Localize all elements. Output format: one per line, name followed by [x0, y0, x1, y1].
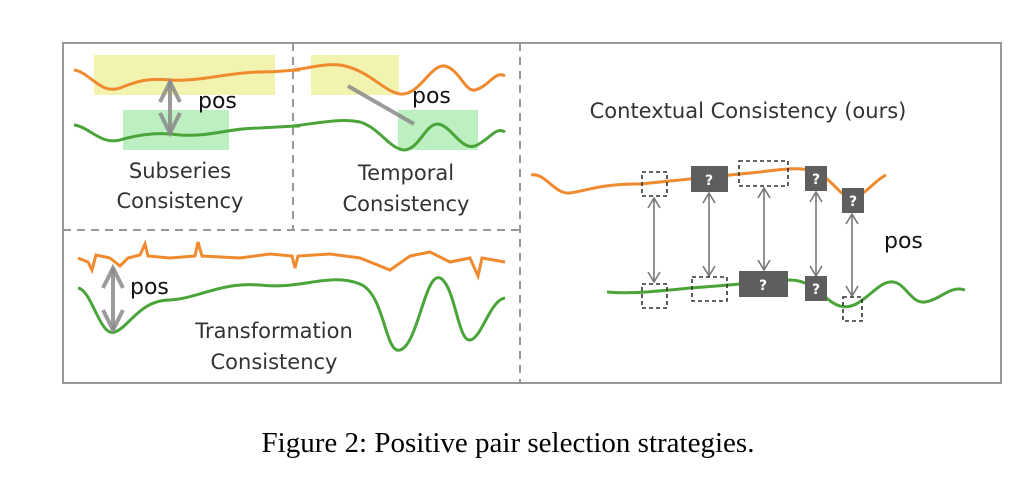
- svg-text:?: ?: [705, 173, 713, 189]
- dashed-window: [691, 276, 728, 302]
- pos-label: pos: [198, 89, 237, 114]
- contextual-panel: Contextual Consistency (ours) ? ? ? ? ? …: [530, 99, 966, 322]
- pos-arrows: [647, 186, 859, 298]
- pos-arrow: [347, 84, 415, 126]
- svg-text:?: ?: [812, 172, 820, 188]
- transformation-panel: pos Transformation Consistency: [77, 239, 506, 374]
- panel-label: Consistency: [117, 189, 244, 213]
- green-series: [73, 123, 301, 143]
- svg-text:?: ?: [849, 194, 857, 210]
- dashed-window: [641, 171, 668, 197]
- highlight-yellow: [94, 55, 275, 95]
- unknown-window: ?: [739, 271, 788, 297]
- green-series: [77, 276, 506, 352]
- highlight-green: [123, 110, 229, 150]
- unknown-window: ?: [805, 276, 827, 301]
- orange-series: [292, 63, 506, 96]
- unknown-window: ?: [805, 166, 827, 191]
- pos-label: pos: [130, 275, 169, 300]
- panel-label: Consistency: [343, 192, 470, 216]
- arrow-head: [158, 112, 182, 138]
- arrow-head: [158, 77, 182, 103]
- arrow-head: [101, 309, 125, 335]
- dashed-window: [641, 283, 668, 309]
- figure-frame: [62, 42, 1002, 384]
- svg-text:?: ?: [812, 282, 820, 298]
- temporal-panel: pos Temporal Consistency: [292, 55, 506, 216]
- unknown-window: ?: [842, 188, 864, 213]
- svg-text:?: ?: [759, 278, 767, 294]
- panel-label: Subseries: [129, 159, 231, 183]
- green-series: [606, 278, 966, 309]
- dashed-window: [842, 296, 863, 322]
- dashed-window: [738, 160, 789, 187]
- orange-series: [77, 239, 506, 281]
- panel-label: Temporal: [357, 161, 454, 185]
- unknown-window: ?: [691, 166, 728, 192]
- panel-title: Contextual Consistency (ours): [590, 99, 907, 123]
- pos-label: pos: [412, 84, 451, 109]
- green-series: [292, 119, 506, 152]
- panel-label: Transformation: [194, 319, 353, 343]
- subseries-panel: pos Subseries Consistency: [73, 55, 301, 213]
- panel-label: Consistency: [211, 350, 338, 374]
- arrow-head: [101, 263, 125, 289]
- figure-caption: Figure 2: Positive pair selection strate…: [262, 427, 755, 459]
- pos-label: pos: [884, 229, 923, 254]
